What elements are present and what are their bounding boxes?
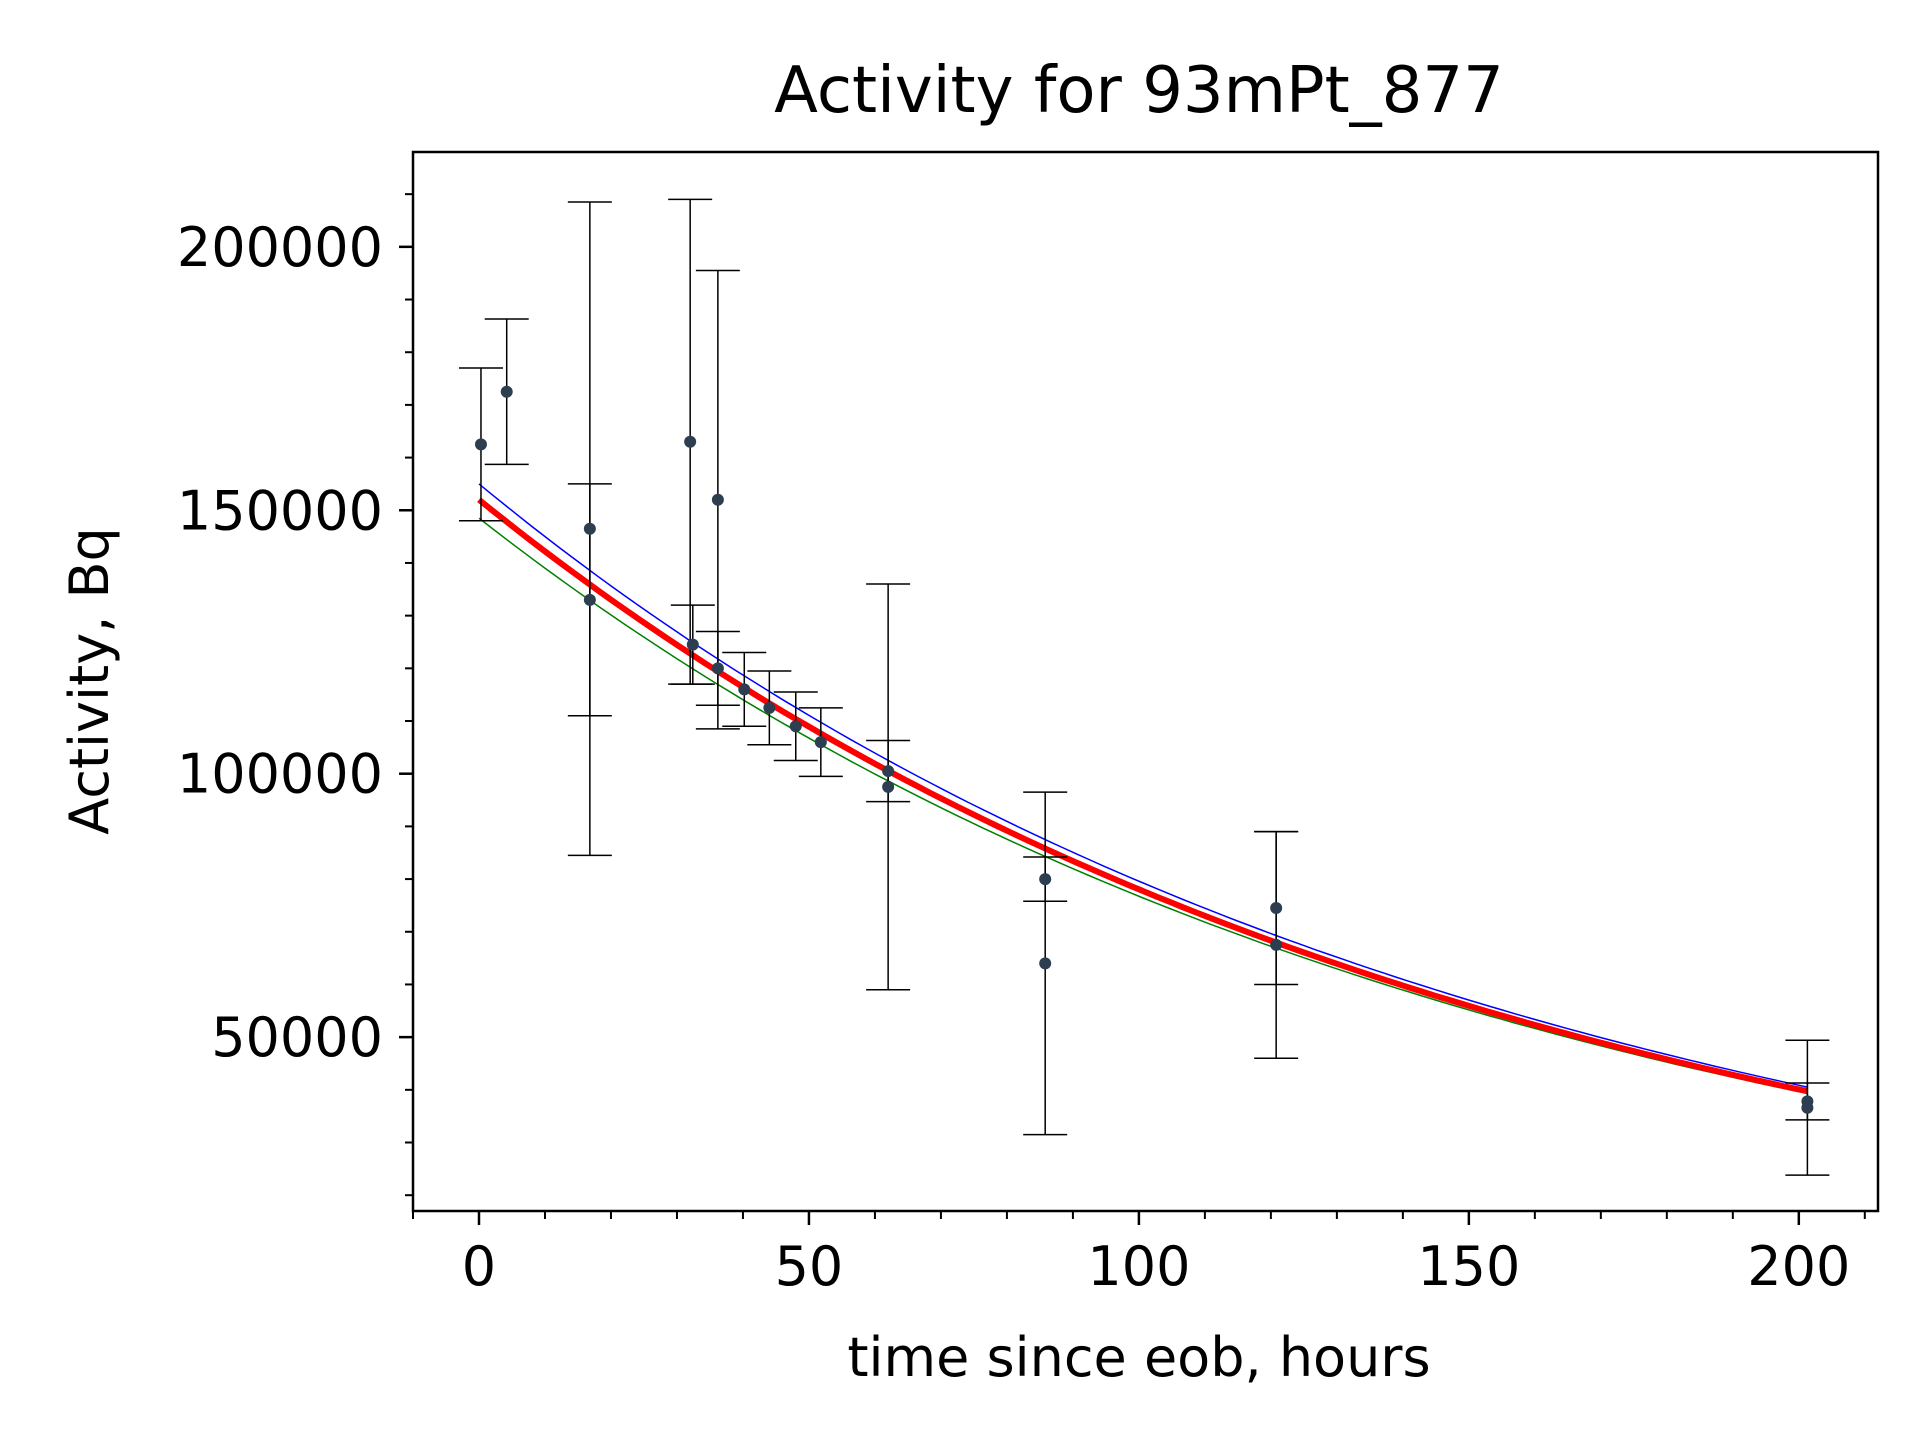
data-point [583, 522, 596, 535]
data-point [711, 493, 724, 506]
data-point [882, 780, 895, 793]
axis-ticks: 0 50 100 150 200 50000 100000 150000 200000 [177, 193, 1866, 1298]
data-point [1270, 902, 1283, 915]
y-tick-label: 50000 [211, 1006, 383, 1069]
lower-bound-curve [478, 517, 1808, 1095]
data-point [500, 385, 513, 398]
x-tick-label: 100 [1087, 1235, 1190, 1298]
y-tick-label: 200000 [177, 216, 383, 279]
x-tick-label: 0 [462, 1235, 496, 1298]
x-tick-label: 150 [1417, 1235, 1520, 1298]
x-tick-label: 200 [1747, 1235, 1850, 1298]
y-tick-label: 150000 [177, 479, 383, 542]
data-point [583, 593, 596, 606]
data-points [458, 198, 1830, 1176]
upper-bound-curve [478, 483, 1808, 1088]
data-point [814, 736, 827, 749]
x-axis-label: time since eob, hours [847, 1326, 1430, 1389]
data-point [1270, 938, 1283, 951]
fit-curves [477, 483, 1809, 1095]
data-point [1039, 873, 1052, 886]
data-point [711, 662, 724, 675]
chart-title: Activity for 93mPt_877 [774, 54, 1504, 128]
data-point [789, 720, 802, 733]
y-axis-label: Activity, Bq [58, 527, 121, 835]
data-point [1039, 957, 1052, 970]
data-point [763, 701, 776, 714]
data-point [738, 683, 751, 696]
data-point [882, 765, 895, 778]
data-point [474, 438, 487, 451]
data-point [684, 435, 697, 448]
y-tick-label: 100000 [177, 743, 383, 806]
x-tick-label: 50 [775, 1235, 844, 1298]
data-point [1801, 1101, 1814, 1114]
fit-curve [477, 497, 1809, 1095]
plot-frame [411, 150, 1880, 1213]
data-point [686, 638, 699, 651]
